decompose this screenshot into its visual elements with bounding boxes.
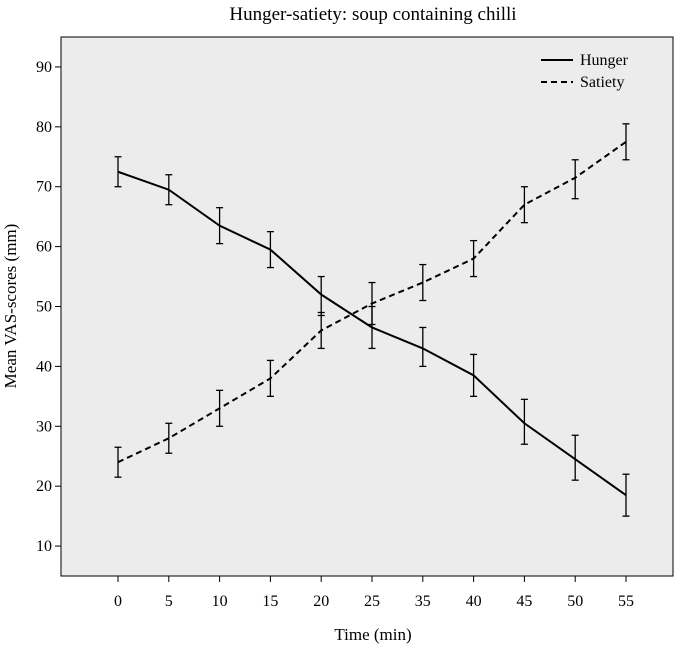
y-axis: 10 20 30 40 50 60 70 80 90 xyxy=(36,59,61,555)
error-bar-hunger xyxy=(571,434,579,481)
series-hunger xyxy=(114,156,630,517)
y-tick-label: 30 xyxy=(36,418,52,435)
error-bar-satiety xyxy=(622,123,630,161)
y-tick-label: 70 xyxy=(36,179,52,196)
y-tick-label: 10 xyxy=(36,538,52,555)
error-bar-hunger xyxy=(216,207,224,245)
error-bar-hunger xyxy=(114,156,122,188)
x-tick-label: 25 xyxy=(364,593,380,610)
series-layer xyxy=(114,123,630,517)
y-tick-label: 80 xyxy=(36,119,52,136)
x-axis: 0 5 10 15 20 25 35 40 45 50 55 xyxy=(114,576,634,610)
y-tick-label: 90 xyxy=(36,59,52,76)
legend: Hunger Satiety xyxy=(541,52,629,91)
error-bar-satiety xyxy=(470,239,478,278)
error-bar-satiety xyxy=(419,263,427,302)
error-bar-satiety xyxy=(114,446,122,478)
chart-title: Hunger-satiety: soup containing chilli xyxy=(229,4,516,25)
x-axis-label: Time (min) xyxy=(334,625,411,644)
series-satiety xyxy=(114,123,630,478)
error-bar-hunger xyxy=(165,174,173,206)
error-bar-satiety xyxy=(266,359,274,397)
y-tick-label: 20 xyxy=(36,478,52,495)
x-tick-label: 5 xyxy=(165,593,173,610)
x-tick-label: 20 xyxy=(313,593,329,610)
x-tick-label: 55 xyxy=(618,593,634,610)
y-tick-label: 50 xyxy=(36,299,52,316)
y-axis-label: Mean VAS-scores (mm) xyxy=(1,224,20,389)
error-bar-satiety xyxy=(520,186,528,224)
error-bar-satiety xyxy=(165,422,173,454)
error-bar-satiety xyxy=(368,281,376,326)
x-tick-label: 35 xyxy=(415,593,431,610)
error-bar-satiety xyxy=(216,389,224,427)
error-bar-satiety xyxy=(317,311,325,350)
x-tick-label: 45 xyxy=(516,593,532,610)
y-tick-label: 60 xyxy=(36,239,52,256)
x-tick-label: 10 xyxy=(212,593,228,610)
error-bar-hunger xyxy=(622,473,630,517)
error-bar-hunger xyxy=(266,230,274,269)
x-tick-label: 0 xyxy=(114,593,122,610)
x-tick-label: 50 xyxy=(567,593,583,610)
error-bar-hunger xyxy=(470,353,478,397)
legend-label-hunger: Hunger xyxy=(580,52,629,69)
legend-label-satiety: Satiety xyxy=(580,74,624,91)
error-bar-hunger xyxy=(419,326,427,368)
error-bar-satiety xyxy=(571,159,579,200)
x-tick-label: 15 xyxy=(262,593,278,610)
error-bar-hunger xyxy=(520,398,528,445)
x-tick-label: 40 xyxy=(466,593,482,610)
y-tick-label: 40 xyxy=(36,358,52,375)
